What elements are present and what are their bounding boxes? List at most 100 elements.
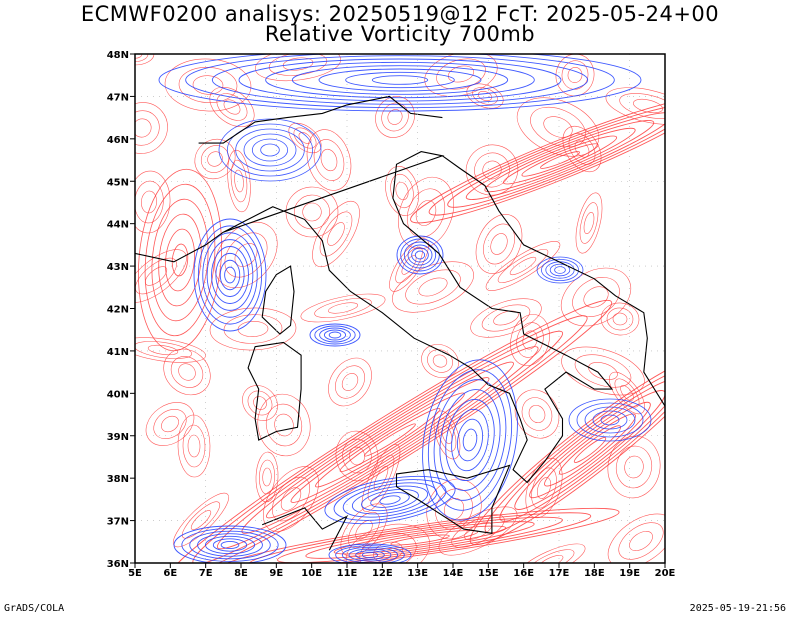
contour-line bbox=[309, 323, 361, 347]
contour-line bbox=[433, 379, 507, 501]
lat-tick-label: 42N bbox=[107, 305, 129, 316]
contour-line bbox=[527, 549, 575, 563]
contour-line bbox=[181, 528, 279, 562]
contour-line bbox=[170, 356, 204, 388]
contour-line bbox=[606, 307, 634, 331]
lon-tick-label: 8E bbox=[234, 568, 248, 579]
contour-line bbox=[396, 235, 444, 275]
lat-tick-label: 47N bbox=[107, 92, 129, 103]
software-credit: GrADS/COLA bbox=[4, 603, 65, 614]
contour-line bbox=[351, 485, 429, 515]
contour-line bbox=[211, 246, 249, 304]
contour-line bbox=[576, 402, 644, 438]
map-subtitle: Relative Vorticity 700mb bbox=[264, 22, 536, 46]
contour-line bbox=[615, 445, 653, 489]
contour-line bbox=[194, 138, 236, 180]
contour-line bbox=[167, 299, 613, 563]
lon-tick-label: 10E bbox=[301, 568, 322, 579]
contour-line bbox=[427, 349, 453, 373]
contour-line bbox=[207, 151, 223, 167]
lon-tick-label: 6E bbox=[163, 568, 177, 579]
contour-line bbox=[516, 322, 544, 358]
contour-line bbox=[248, 512, 592, 563]
contour-line bbox=[328, 331, 342, 339]
contour-line bbox=[173, 492, 229, 548]
contour-line bbox=[247, 390, 273, 416]
contour-line bbox=[466, 83, 504, 109]
contour-line bbox=[484, 366, 665, 534]
contour-line bbox=[212, 538, 248, 552]
lat-tick-label: 41N bbox=[107, 347, 129, 358]
contour-line bbox=[319, 211, 353, 257]
contour-line bbox=[361, 488, 419, 512]
contour-line bbox=[189, 530, 271, 560]
contour-line bbox=[293, 127, 317, 149]
vorticity-contours bbox=[135, 54, 665, 563]
map-title: ECMWF0200 analisys: 20250519@12 FcT: 202… bbox=[80, 2, 720, 26]
lon-tick-label: 13E bbox=[407, 568, 428, 579]
contour-line bbox=[171, 243, 189, 277]
contour-line bbox=[624, 455, 644, 479]
contour-line bbox=[371, 75, 429, 85]
graticule bbox=[135, 54, 665, 563]
contour-line bbox=[445, 398, 495, 482]
contour-line bbox=[135, 110, 160, 146]
contour-line bbox=[202, 232, 258, 318]
contour-line bbox=[224, 232, 268, 278]
lat-tick-label: 45N bbox=[107, 177, 129, 188]
contour-line bbox=[428, 104, 665, 216]
contour-line bbox=[135, 170, 171, 234]
contour-line bbox=[265, 403, 303, 447]
contour-line bbox=[379, 495, 401, 505]
contour-line bbox=[192, 315, 588, 563]
contour-line bbox=[411, 247, 429, 263]
contour-line bbox=[341, 373, 359, 391]
contour-line bbox=[355, 550, 385, 560]
contour-line bbox=[237, 321, 269, 337]
contour-line bbox=[575, 192, 603, 254]
contour-line bbox=[147, 344, 179, 356]
contour-line bbox=[137, 168, 223, 352]
contour-line bbox=[241, 346, 539, 534]
contour-line bbox=[484, 127, 636, 193]
latitude-axis: 36N 37N 38N 39N 40N 41N 42N 43N 44N 45N 46N 47N 48N bbox=[107, 50, 135, 570]
contour-line bbox=[153, 409, 187, 439]
contour-line bbox=[407, 244, 433, 266]
contour-line bbox=[410, 96, 665, 224]
contour-line bbox=[422, 359, 518, 521]
contour-line bbox=[543, 116, 573, 138]
contour-line bbox=[312, 200, 360, 268]
contour-line bbox=[348, 548, 392, 562]
contour-line bbox=[514, 390, 665, 510]
contour-line bbox=[629, 531, 653, 551]
contour-line bbox=[220, 507, 620, 563]
contour-line bbox=[177, 414, 211, 478]
contour-line bbox=[165, 228, 195, 292]
contour-line bbox=[361, 530, 479, 550]
lat-tick-label: 43N bbox=[107, 262, 129, 273]
contour-line bbox=[364, 423, 416, 457]
longitude-axis: 5E 6E 7E 8E 9E 10E 11E 12E 13E 14E 15E 16E 17E 18E 19E… bbox=[128, 563, 676, 579]
contour-line bbox=[567, 67, 583, 83]
lat-tick-label: 40N bbox=[107, 389, 129, 400]
contour-line bbox=[588, 362, 618, 380]
contour-line bbox=[541, 258, 580, 281]
contour-line bbox=[528, 404, 546, 424]
contour-line bbox=[381, 102, 409, 132]
contour-line bbox=[206, 239, 254, 311]
contour-line bbox=[135, 180, 164, 224]
contour-line bbox=[521, 143, 599, 177]
contour-line bbox=[633, 98, 663, 114]
contour-line bbox=[190, 510, 212, 530]
contour-line bbox=[197, 533, 263, 557]
contour-line bbox=[414, 250, 426, 260]
contour-line bbox=[254, 54, 342, 82]
contour-line bbox=[243, 133, 297, 167]
contour-line bbox=[314, 298, 372, 318]
contour-line bbox=[335, 365, 365, 399]
contour-line bbox=[583, 286, 609, 308]
lon-tick-label: 5E bbox=[128, 568, 142, 579]
contour-line bbox=[216, 330, 564, 550]
contour-line bbox=[300, 293, 386, 323]
